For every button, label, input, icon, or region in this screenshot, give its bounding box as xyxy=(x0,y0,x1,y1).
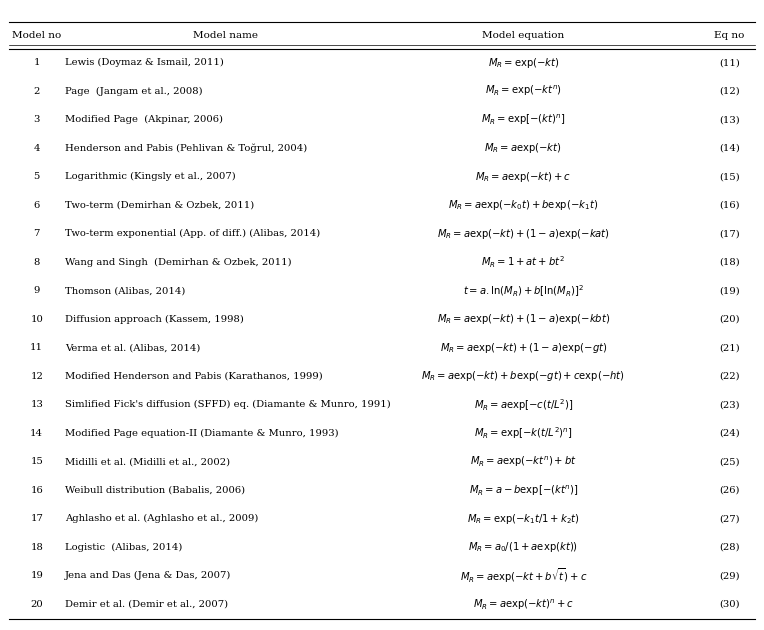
Text: 10: 10 xyxy=(31,315,43,324)
Text: Modified Page equation-II (Diamante & Munro, 1993): Modified Page equation-II (Diamante & Mu… xyxy=(65,429,338,438)
Text: $M_R = a\exp(-kt)^n + c$: $M_R = a\exp(-kt)^n + c$ xyxy=(473,597,574,612)
Text: 15: 15 xyxy=(31,457,43,466)
Text: Page  (Jangam et al., 2008): Page (Jangam et al., 2008) xyxy=(65,87,202,96)
Text: (19): (19) xyxy=(719,286,740,295)
Text: (14): (14) xyxy=(719,144,740,153)
Text: Logistic  (Alibas, 2014): Logistic (Alibas, 2014) xyxy=(65,543,183,552)
Text: Jena and Das (Jena & Das, 2007): Jena and Das (Jena & Das, 2007) xyxy=(65,571,231,580)
Text: 18: 18 xyxy=(31,543,43,552)
Text: 12: 12 xyxy=(31,372,43,381)
Text: (22): (22) xyxy=(720,372,740,381)
Text: 14: 14 xyxy=(30,429,44,438)
Text: 9: 9 xyxy=(34,286,40,295)
Text: (27): (27) xyxy=(720,514,740,524)
Text: Model name: Model name xyxy=(193,31,258,40)
Text: (13): (13) xyxy=(719,115,740,124)
Text: $M_R = a\exp(-kt) + b\exp(-gt) + c\exp(-ht)$: $M_R = a\exp(-kt) + b\exp(-gt) + c\exp(-… xyxy=(422,369,625,383)
Text: 7: 7 xyxy=(34,229,40,238)
Text: (21): (21) xyxy=(719,343,740,352)
Text: Logarithmic (Kingsly et al., 2007): Logarithmic (Kingsly et al., 2007) xyxy=(65,172,235,181)
Text: Two-term exponential (App. of diff.) (Alibas, 2014): Two-term exponential (App. of diff.) (Al… xyxy=(65,229,320,238)
Text: Modified Page  (Akpinar, 2006): Modified Page (Akpinar, 2006) xyxy=(65,115,223,124)
Text: $M_R = a\exp[-c(t / L^2)]$: $M_R = a\exp[-c(t / L^2)]$ xyxy=(474,397,573,413)
Text: (18): (18) xyxy=(719,258,740,267)
Text: (11): (11) xyxy=(719,58,740,67)
Text: (25): (25) xyxy=(720,457,740,466)
Text: 4: 4 xyxy=(34,144,40,153)
Text: (24): (24) xyxy=(719,429,740,438)
Text: Verma et al. (Alibas, 2014): Verma et al. (Alibas, 2014) xyxy=(65,343,200,352)
Text: (17): (17) xyxy=(719,229,740,238)
Text: Model equation: Model equation xyxy=(482,31,565,40)
Text: $M_R = \exp[-(kt)^n]$: $M_R = \exp[-(kt)^n]$ xyxy=(481,113,565,127)
Text: Diffusion approach (Kassem, 1998): Diffusion approach (Kassem, 1998) xyxy=(65,315,244,324)
Text: (20): (20) xyxy=(720,315,740,324)
Text: (15): (15) xyxy=(719,172,740,181)
Text: Wang and Singh  (Demirhan & Ozbek, 2011): Wang and Singh (Demirhan & Ozbek, 2011) xyxy=(65,258,292,267)
Text: Simlified Fick's diffusion (SFFD) eq. (Diamante & Munro, 1991): Simlified Fick's diffusion (SFFD) eq. (D… xyxy=(65,400,390,410)
Text: 20: 20 xyxy=(31,600,43,609)
Text: 11: 11 xyxy=(30,343,44,352)
Text: $M_R = a\exp(-kt) + (1-a)\exp(-gt)$: $M_R = a\exp(-kt) + (1-a)\exp(-gt)$ xyxy=(439,341,607,355)
Text: 1: 1 xyxy=(34,58,40,67)
Text: (16): (16) xyxy=(720,201,740,210)
Text: (30): (30) xyxy=(720,600,740,609)
Text: (29): (29) xyxy=(720,571,740,580)
Text: Model no: Model no xyxy=(12,31,61,40)
Text: $M_R = a\exp(-kt^n) + bt$: $M_R = a\exp(-kt^n) + bt$ xyxy=(470,455,577,469)
Text: 3: 3 xyxy=(34,115,40,124)
Text: Eq no: Eq no xyxy=(714,31,745,40)
Text: Lewis (Doymaz & Ismail, 2011): Lewis (Doymaz & Ismail, 2011) xyxy=(65,58,224,67)
Text: 19: 19 xyxy=(31,571,43,580)
Text: Midilli et al. (Midilli et al., 2002): Midilli et al. (Midilli et al., 2002) xyxy=(65,457,230,466)
Text: (28): (28) xyxy=(720,543,740,552)
Text: (26): (26) xyxy=(720,486,740,495)
Text: Henderson and Pabis (Pehlivan & Toğrul, 2004): Henderson and Pabis (Pehlivan & Toğrul, … xyxy=(65,144,307,153)
Text: 5: 5 xyxy=(34,172,40,181)
Text: 13: 13 xyxy=(31,400,43,410)
Text: 2: 2 xyxy=(34,87,40,96)
Text: 8: 8 xyxy=(34,258,40,267)
Text: $M_R = a\exp(-kt) + c$: $M_R = a\exp(-kt) + c$ xyxy=(475,170,571,184)
Text: $M_R = \exp(-k_1 t / 1 + k_2 t)$: $M_R = \exp(-k_1 t / 1 + k_2 t)$ xyxy=(467,512,580,526)
Text: Modified Henderson and Pabis (Karathanos, 1999): Modified Henderson and Pabis (Karathanos… xyxy=(65,372,322,381)
Text: $M_R = 1 + at + bt^2$: $M_R = 1 + at + bt^2$ xyxy=(481,255,565,270)
Text: $t = a.\ln(M_R) + b[\ln(M_R)]^2$: $t = a.\ln(M_R) + b[\ln(M_R)]^2$ xyxy=(463,283,584,299)
Text: 16: 16 xyxy=(31,486,43,495)
Text: $M_R = a - b\exp[-(kt^n)]$: $M_R = a - b\exp[-(kt^n)]$ xyxy=(468,483,578,498)
Text: (23): (23) xyxy=(720,400,740,410)
Text: Thomson (Alibas, 2014): Thomson (Alibas, 2014) xyxy=(65,286,186,295)
Text: Demir et al. (Demir et al., 2007): Demir et al. (Demir et al., 2007) xyxy=(65,600,228,609)
Text: $M_R = \exp[-k(t / L^2)^n]$: $M_R = \exp[-k(t / L^2)^n]$ xyxy=(474,425,573,441)
Text: $M_R = \exp(-kt^n)$: $M_R = \exp(-kt^n)$ xyxy=(485,84,562,98)
Text: Aghlasho et al. (Aghlasho et al., 2009): Aghlasho et al. (Aghlasho et al., 2009) xyxy=(65,514,258,524)
Text: 17: 17 xyxy=(31,514,43,524)
Text: $M_R = a\exp(-kt) + (1-a)\exp(-kat)$: $M_R = a\exp(-kt) + (1-a)\exp(-kat)$ xyxy=(437,227,610,241)
Text: Two-term (Demirhan & Ozbek, 2011): Two-term (Demirhan & Ozbek, 2011) xyxy=(65,201,254,210)
Text: $M_R = a\exp(-kt) + (1-a)\exp(-kbt)$: $M_R = a\exp(-kt) + (1-a)\exp(-kbt)$ xyxy=(437,312,610,326)
Text: $M_R = \exp(-kt)$: $M_R = \exp(-kt)$ xyxy=(487,56,559,70)
Text: 6: 6 xyxy=(34,201,40,210)
Text: $M_R = a\exp(-kt)$: $M_R = a\exp(-kt)$ xyxy=(484,141,562,155)
Text: (12): (12) xyxy=(719,87,740,96)
Text: $M_R = a\exp(-k_0 t) + b\exp(-k_1 t)$: $M_R = a\exp(-k_0 t) + b\exp(-k_1 t)$ xyxy=(448,198,598,212)
Text: Weibull distribution (Babalis, 2006): Weibull distribution (Babalis, 2006) xyxy=(65,486,245,495)
Text: $M_R = a\exp(-kt + b\sqrt{t}) + c$: $M_R = a\exp(-kt + b\sqrt{t}) + c$ xyxy=(460,566,587,585)
Text: $M_R = a_0 / (1 + a\exp(kt))$: $M_R = a_0 / (1 + a\exp(kt))$ xyxy=(468,541,578,554)
